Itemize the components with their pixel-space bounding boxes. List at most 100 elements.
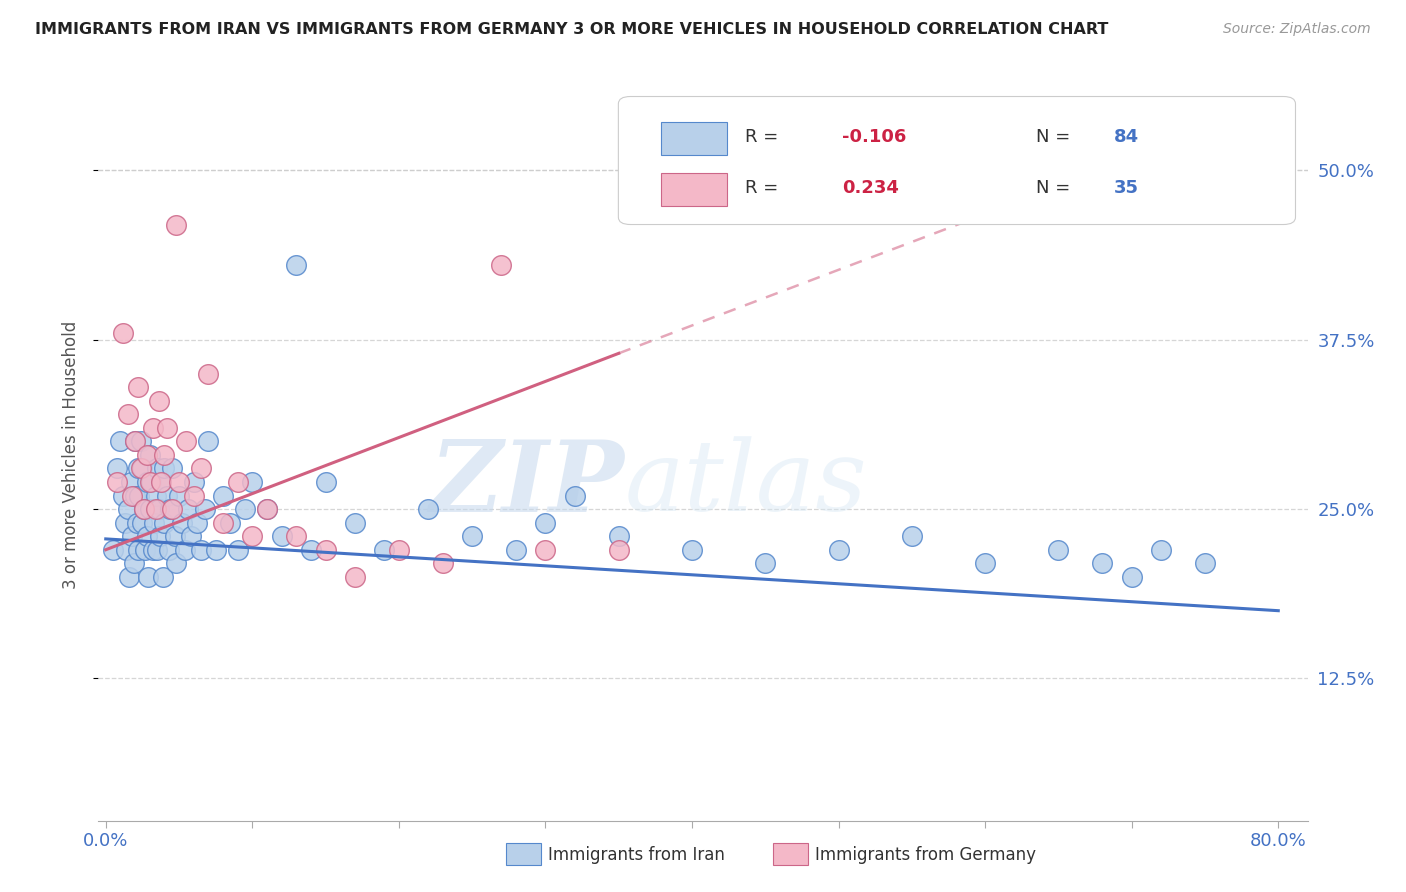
Point xyxy=(183,475,205,489)
Point xyxy=(315,542,337,557)
Point xyxy=(143,516,166,530)
Point xyxy=(101,542,124,557)
Point xyxy=(127,542,149,557)
Point xyxy=(141,475,163,489)
Point xyxy=(107,461,129,475)
Point xyxy=(110,434,132,449)
Point xyxy=(226,542,249,557)
Point xyxy=(315,475,337,489)
Point xyxy=(153,461,176,475)
Point xyxy=(129,461,152,475)
Point xyxy=(754,556,776,570)
Point xyxy=(125,516,148,530)
Point xyxy=(124,434,146,449)
Point xyxy=(112,489,135,503)
Text: -0.106: -0.106 xyxy=(842,128,907,145)
Point xyxy=(240,529,263,543)
Point xyxy=(153,516,176,530)
Point xyxy=(138,502,160,516)
Point xyxy=(432,556,454,570)
Point xyxy=(534,542,557,557)
Point xyxy=(190,542,212,557)
Point xyxy=(146,542,169,557)
Point xyxy=(148,502,170,516)
Point xyxy=(534,516,557,530)
Point xyxy=(827,542,849,557)
Point xyxy=(131,461,153,475)
Point xyxy=(491,258,513,272)
Point xyxy=(285,529,308,543)
Point xyxy=(132,502,155,516)
Point xyxy=(240,475,263,489)
Point xyxy=(135,475,157,489)
Point xyxy=(136,570,159,584)
Point xyxy=(150,475,173,489)
Point xyxy=(219,516,242,530)
FancyBboxPatch shape xyxy=(619,96,1295,225)
Point xyxy=(197,434,219,449)
Point xyxy=(299,542,322,557)
Point xyxy=(180,529,202,543)
Point xyxy=(138,448,160,462)
Point xyxy=(176,434,198,449)
Point xyxy=(127,461,149,475)
Point xyxy=(117,407,139,421)
Point xyxy=(118,570,141,584)
Point xyxy=(177,502,200,516)
Point xyxy=(124,434,146,449)
Point xyxy=(607,542,630,557)
Point xyxy=(388,542,411,557)
Text: 84: 84 xyxy=(1114,128,1139,145)
Point xyxy=(186,516,208,530)
Text: Source: ZipAtlas.com: Source: ZipAtlas.com xyxy=(1223,22,1371,37)
Point xyxy=(114,516,136,530)
Point xyxy=(135,448,157,462)
Point xyxy=(270,529,292,543)
Point xyxy=(901,529,924,543)
Point xyxy=(165,218,187,232)
Point xyxy=(170,516,193,530)
Point xyxy=(145,502,167,516)
Point xyxy=(153,448,176,462)
Point xyxy=(152,570,174,584)
Point xyxy=(148,393,170,408)
Point xyxy=(122,556,145,570)
Point xyxy=(194,502,217,516)
Point xyxy=(124,489,146,503)
Point xyxy=(146,461,169,475)
Point xyxy=(131,516,153,530)
Point xyxy=(681,542,703,557)
Point xyxy=(204,542,226,557)
Point xyxy=(142,421,165,435)
Point xyxy=(1121,570,1143,584)
Point xyxy=(149,529,172,543)
Text: 35: 35 xyxy=(1114,179,1139,197)
Point xyxy=(1091,556,1114,570)
Point xyxy=(373,542,395,557)
FancyBboxPatch shape xyxy=(661,122,727,155)
Point xyxy=(233,502,256,516)
Point xyxy=(160,502,183,516)
Point xyxy=(156,421,179,435)
Point xyxy=(564,489,586,503)
Point xyxy=(343,516,366,530)
Point xyxy=(167,475,190,489)
Point xyxy=(150,475,173,489)
Text: R =: R = xyxy=(745,128,785,145)
Point xyxy=(190,461,212,475)
Point xyxy=(607,529,630,543)
Point xyxy=(212,516,235,530)
Point xyxy=(165,556,187,570)
Point xyxy=(156,489,179,503)
Point xyxy=(117,502,139,516)
Point xyxy=(128,489,150,503)
Text: N =: N = xyxy=(1035,179,1076,197)
FancyBboxPatch shape xyxy=(661,173,727,206)
Text: atlas: atlas xyxy=(624,436,868,532)
Point xyxy=(138,475,160,489)
Point xyxy=(183,489,205,503)
Point xyxy=(212,489,235,503)
Text: IMMIGRANTS FROM IRAN VS IMMIGRANTS FROM GERMANY 3 OR MORE VEHICLES IN HOUSEHOLD : IMMIGRANTS FROM IRAN VS IMMIGRANTS FROM … xyxy=(35,22,1108,37)
Point xyxy=(157,542,180,557)
Point xyxy=(121,489,143,503)
